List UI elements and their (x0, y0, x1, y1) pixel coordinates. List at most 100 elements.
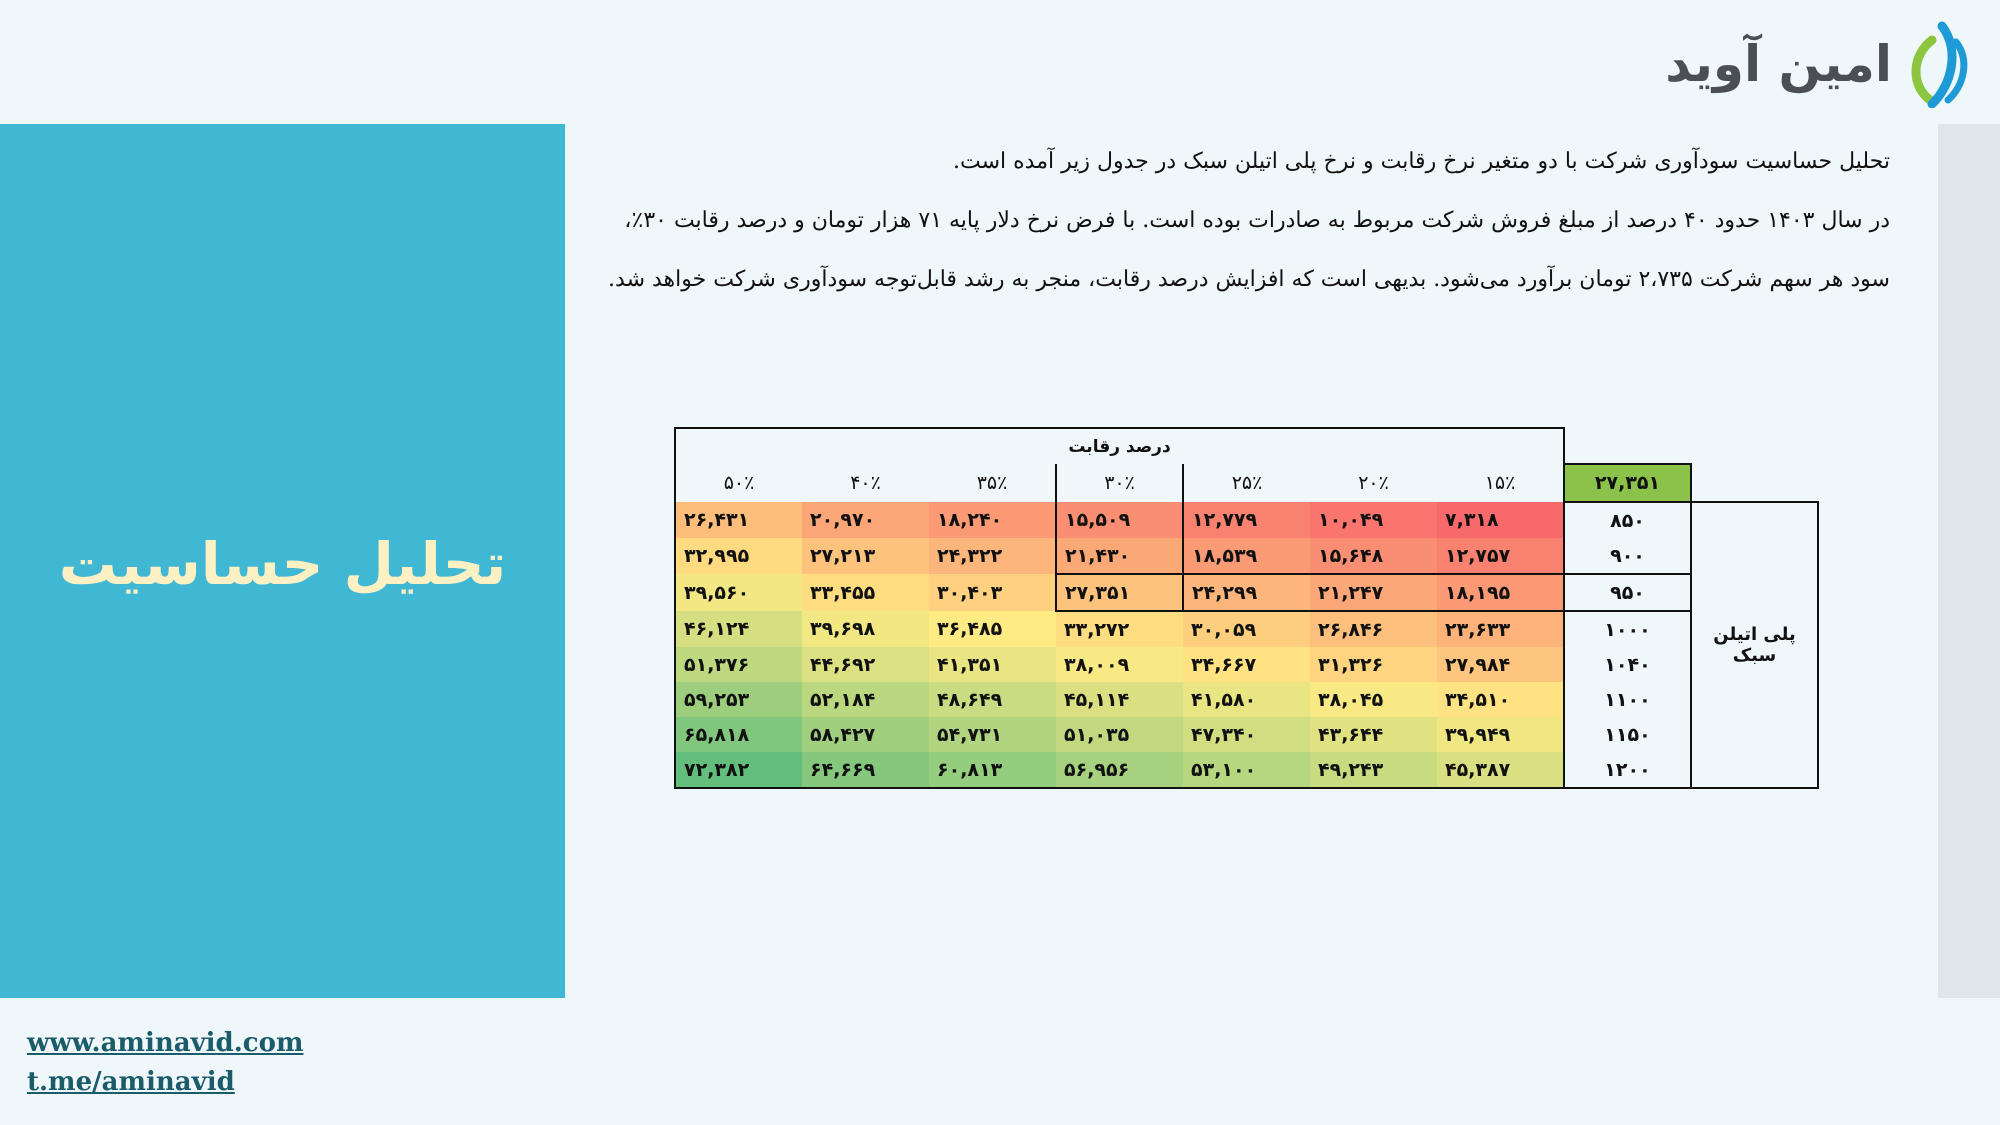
column-header: ۳۵٪ (976, 472, 1008, 494)
website-link[interactable]: www.aminavid.com (27, 1028, 304, 1058)
table-cell: ۴۸,۶۴۹ (929, 682, 1056, 717)
table-cell: ۴۷,۳۴۰ (1183, 717, 1310, 752)
table-cell: ۵۲,۱۸۴ (802, 682, 929, 717)
table-cell: ۴۵,۳۸۷ (1437, 752, 1564, 789)
table-cell: ۳۲,۹۹۵ (674, 538, 802, 574)
table-cell: ۴۴,۶۹۲ (802, 647, 929, 682)
spacer-cell (1564, 428, 1691, 464)
table-cell: ۳۳,۴۵۵ (802, 574, 929, 611)
table-cell: ۱۸,۲۴۰ (929, 502, 1056, 538)
table-cell: ۵۱,۰۳۵ (1056, 717, 1183, 752)
page-title: تحلیل حساسیت (58, 530, 507, 598)
table-row: ۱۰۴۰ ۲۷,۹۸۴ ۳۱,۳۲۶ ۳۴,۶۶۷ ۳۸,۰۰۹ ۴۱,۳۵۱ ۴۴,۶۹۲… (674, 647, 1818, 682)
table-cell: ۳۹,۶۹۸ (802, 611, 929, 647)
column-header-row: ۲۷,۳۵۱ ۱۵٪ ۲۰٪ ۲۵٪ ۳۰٪ ۳۵٪ ۴۰٪ ۵۰٪ (674, 463, 1818, 503)
table-cell: ۷۲,۳۸۲ (674, 752, 802, 789)
table-cell: ۱۲,۷۷۹ (1183, 502, 1310, 538)
description-line: در سال ۱۴۰۳ حدود ۴۰ درصد از مبلغ فروش شر… (624, 208, 1890, 233)
table-row: ۱۲۰۰ ۴۵,۳۸۷ ۴۹,۲۴۳ ۵۳,۱۰۰ ۵۶,۹۵۶ ۶۰,۸۱۳ ۶۴,۶۶۹… (674, 752, 1818, 789)
column-header: ۲۵٪ (1231, 472, 1263, 494)
row-header: ۹۵۰ (1563, 573, 1691, 612)
description-line: سود هر سهم شرکت ۲،۷۳۵ تومان برآورد می‌شو… (608, 267, 1890, 292)
table-cell: ۲۷,۳۵۱ (1055, 573, 1184, 612)
table-cell: ۳۴,۶۶۷ (1183, 647, 1310, 682)
table-cell: ۵۴,۷۳۱ (929, 717, 1056, 752)
table-cell: ۲۱,۲۴۷ (1310, 573, 1437, 612)
table-cell: ۴۱,۳۵۱ (929, 647, 1056, 682)
table-cell: ۱۵,۵۰۹ (1055, 502, 1184, 538)
table-cell: ۲۶,۴۳۱ (674, 502, 802, 538)
table-cell: ۳۹,۵۶۰ (674, 574, 802, 611)
table-cell: ۶۰,۸۱۳ (929, 752, 1056, 789)
logo-mark-icon (1911, 21, 1968, 108)
table-cell: ۴۳,۶۴۴ (1310, 717, 1437, 752)
table-cell: ۴۹,۲۴۳ (1310, 752, 1437, 789)
description-line: تحلیل حساسیت سودآوری شرکت با دو متغیر نر… (953, 149, 1890, 174)
table-cell: ۲۴,۳۲۲ (929, 538, 1056, 574)
table-cell: ۱۲,۷۵۷ (1437, 538, 1564, 574)
table-cell: ۲۴,۲۹۹ (1183, 573, 1310, 612)
table-cell: ۲۷,۹۸۴ (1437, 647, 1564, 682)
row-header: ۸۵۰ (1563, 502, 1691, 538)
row-header: ۱۱۵۰ (1563, 717, 1691, 752)
table-cell: ۳۹,۹۴۹ (1437, 717, 1564, 752)
table-cell: ۱۰,۰۴۹ (1310, 502, 1437, 538)
table-cell: ۱۸,۵۳۹ (1183, 538, 1310, 574)
telegram-link[interactable]: t.me/aminavid (27, 1067, 235, 1097)
table-cell: ۲۳,۶۳۳ (1437, 611, 1564, 647)
table-cell: ۱۵,۶۴۸ (1310, 538, 1437, 574)
title-panel (0, 124, 565, 998)
table-cell: ۴۶,۱۲۴ (674, 611, 802, 647)
table-cell: ۳۸,۰۴۵ (1310, 682, 1437, 717)
table-cell: ۵۳,۱۰۰ (1183, 752, 1310, 789)
table-cell: ۳۸,۰۰۹ (1056, 647, 1183, 682)
row-group-label: پلی اتیلن سبک (1690, 501, 1819, 789)
spacer-cell (1691, 428, 1818, 464)
row-header: ۹۰۰ (1563, 538, 1691, 574)
table-row: ۱۱۵۰ ۳۹,۹۴۹ ۴۳,۶۴۴ ۴۷,۳۴۰ ۵۱,۰۳۵ ۵۴,۷۳۱ ۵۸,۴۲۷… (674, 717, 1818, 752)
table-cell: ۳۰,۴۰۳ (929, 574, 1056, 611)
column-group-label: درصد رقابت (674, 427, 1565, 464)
column-header: ۱۵٪ (1484, 472, 1516, 494)
table-cell: ۳۰,۰۵۹ (1183, 611, 1310, 647)
side-strip (1938, 124, 2000, 998)
column-header: ۳۰٪ (1055, 464, 1184, 502)
row-header: ۱۰۰۰ (1563, 611, 1691, 647)
table-row: ۱۱۰۰ ۳۴,۵۱۰ ۳۸,۰۴۵ ۴۱,۵۸۰ ۴۵,۱۱۴ ۴۸,۶۴۹ ۵۲,۱۸۴… (674, 682, 1818, 717)
table-cell: ۳۶,۴۸۵ (929, 611, 1056, 647)
table-cell: ۱۸,۱۹۵ (1437, 573, 1564, 612)
table-row: ۹۵۰ ۱۸,۱۹۵ ۲۱,۲۴۷ ۲۴,۲۹۹ ۲۷,۳۵۱ ۳۰,۴۰۳ ۳۳,۴۵۵ ۳… (674, 573, 1818, 612)
table-cell: ۳۳,۲۷۲ (1056, 611, 1183, 647)
table-row: ۹۰۰ ۱۲,۷۵۷ ۱۵,۶۴۸ ۱۸,۵۳۹ ۲۱,۴۳۰ ۲۴,۳۲۲ ۲۷,۲۱۳ ۳… (674, 538, 1818, 574)
row-header: ۱۰۴۰ (1563, 647, 1691, 682)
table-cell: ۶۵,۸۱۸ (674, 717, 802, 752)
row-header: ۱۲۰۰ (1563, 752, 1691, 789)
row-header: ۱۱۰۰ (1563, 682, 1691, 717)
table-row: ۱۰۰۰ ۲۳,۶۳۳ ۲۶,۸۴۶ ۳۰,۰۵۹ ۳۳,۲۷۲ ۳۶,۴۸۵ ۳۹,۶۹۸… (674, 611, 1818, 647)
table-cell: ۲۶,۸۴۶ (1310, 611, 1437, 647)
description: تحلیل حساسیت سودآوری شرکت با دو متغیر نر… (590, 132, 1890, 309)
logo-text: امین آوید (1665, 35, 1892, 93)
table-cell: ۴۵,۱۱۴ (1056, 682, 1183, 717)
table-cell: ۷,۳۱۸ (1437, 502, 1564, 538)
base-value: ۲۷,۳۵۱ (1563, 463, 1692, 503)
column-group-row: درصد رقابت (674, 427, 1818, 464)
spacer-cell (1691, 464, 1818, 502)
sensitivity-table: درصد رقابت ۲۷,۳۵۱ ۱۵٪ ۲۰٪ ۲۵٪ ۳۰٪ ۳۵٪ ۴۰٪ ۵۰٪ پلی… (674, 427, 1819, 789)
table-cell: ۲۰,۹۷۰ (802, 502, 929, 538)
table-row: پلی اتیلن سبک ۸۵۰ ۷,۳۱۸ ۱۰,۰۴۹ ۱۲,۷۷۹ ۱۵,۵۰۹ ۱… (674, 501, 1819, 789)
column-header: ۵۰٪ (674, 464, 802, 502)
table-cell: ۳۱,۳۲۶ (1310, 647, 1437, 682)
table-cell: ۲۱,۴۳۰ (1055, 538, 1184, 574)
column-header: ۴۰٪ (850, 472, 881, 494)
table-cell: ۲۷,۲۱۳ (802, 538, 929, 574)
table-cell: ۴۱,۵۸۰ (1183, 682, 1310, 717)
table-cell: ۵۶,۹۵۶ (1056, 752, 1183, 789)
logo: امین آوید (1665, 18, 1972, 110)
table-cell: ۵۱,۳۷۶ (674, 647, 802, 682)
table-cell: ۵۹,۲۵۳ (674, 682, 802, 717)
table-cell: ۳۴,۵۱۰ (1437, 682, 1564, 717)
table-cell: ۶۴,۶۶۹ (802, 752, 929, 789)
column-header: ۲۰٪ (1358, 472, 1389, 494)
table-cell: ۵۸,۴۲۷ (802, 717, 929, 752)
